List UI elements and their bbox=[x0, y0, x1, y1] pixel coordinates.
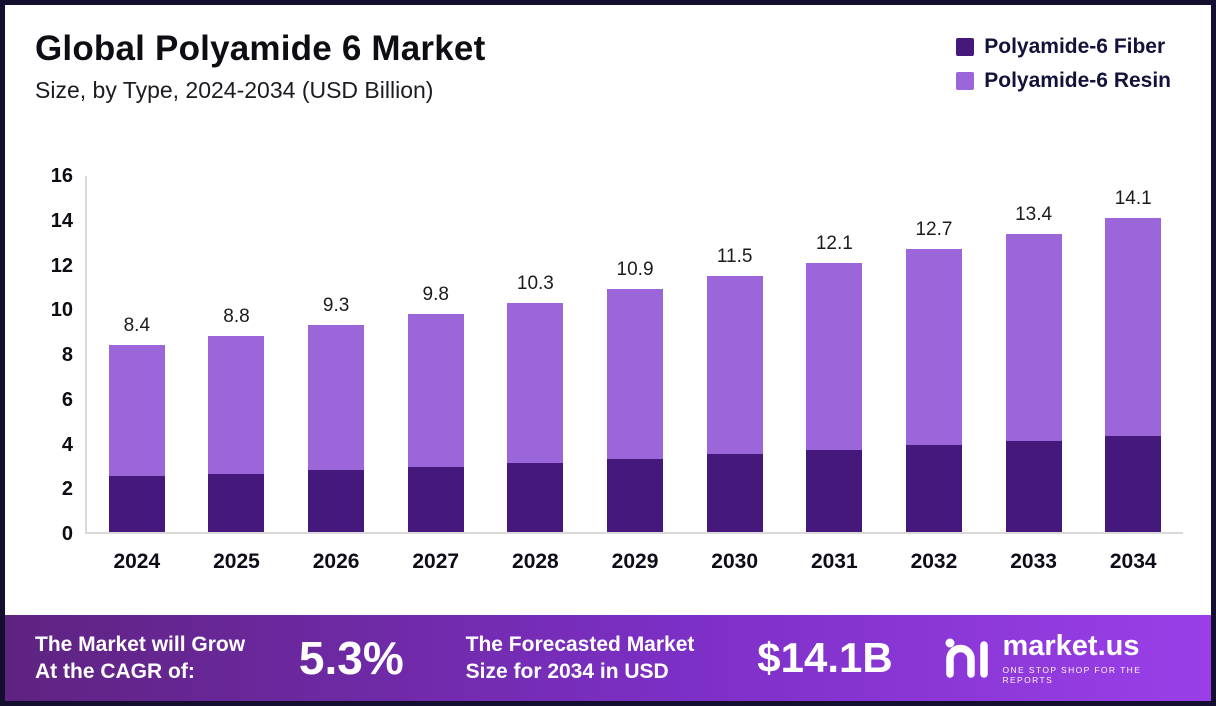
bar-segment-fiber bbox=[607, 458, 664, 532]
y-tick-label: 2 bbox=[61, 478, 73, 501]
x-tick-label: 2025 bbox=[213, 550, 260, 573]
bar-segment-fiber bbox=[1105, 436, 1162, 532]
brand-name: market.us bbox=[1002, 629, 1140, 662]
legend-label: Polyamide-6 Fiber bbox=[984, 35, 1166, 58]
bar-total-label: 8.8 bbox=[223, 306, 250, 328]
bar-segment-resin bbox=[407, 313, 464, 468]
x-tick-label: 2027 bbox=[412, 550, 460, 573]
x-axis: 2024 2025 2026 2027 2028 2029 2030 2031 2032 2033… bbox=[85, 550, 1183, 574]
bar-total-label: 14.1 bbox=[1114, 188, 1152, 210]
bar-segment-resin bbox=[108, 345, 165, 477]
bar-group: 8.4 bbox=[87, 176, 187, 532]
bar-segment-fiber bbox=[308, 469, 365, 532]
bar-total-label: 10.3 bbox=[516, 272, 554, 294]
bar-group: 14.1 bbox=[1083, 176, 1183, 532]
y-tick-label: 4 bbox=[61, 433, 73, 456]
bar-total-label: 8.4 bbox=[123, 315, 151, 337]
y-tick-label: 16 bbox=[50, 165, 73, 187]
chart: 0 2 4 6 8 10 12 14 16 8.4 8.8 9.3 9.8 10.3 10.9 11.5 12… bbox=[5, 104, 1211, 615]
x-tick-label: 2034 bbox=[1109, 550, 1157, 573]
bars: 8.4 8.8 9.3 9.8 10.3 10.9 11.5 12.1 12.7 13.4 14.1 bbox=[87, 176, 1183, 532]
brand-tagline: One Stop Shop for the Reports bbox=[1002, 664, 1142, 685]
x-tick-label: 2029 bbox=[611, 550, 659, 573]
bar-segment-fiber bbox=[407, 467, 464, 532]
header: Global Polyamide 6 Market Size, by Type,… bbox=[5, 5, 1211, 104]
bar-total-label: 12.1 bbox=[815, 232, 853, 254]
plot-area: 8.4 8.8 9.3 9.8 10.3 10.9 11.5 12.1 12.7 13.4 14.1 bbox=[85, 176, 1183, 534]
bar-group: 12.1 bbox=[784, 176, 884, 532]
brand: market.us One Stop Shop for the Reports bbox=[942, 629, 1177, 685]
bar-group: 10.9 bbox=[585, 176, 685, 532]
bar-segment-fiber bbox=[108, 476, 165, 532]
title-block: Global Polyamide 6 Market Size, by Type,… bbox=[35, 29, 485, 104]
bar-group: 13.4 bbox=[984, 176, 1084, 532]
page-title: Global Polyamide 6 Market bbox=[35, 29, 486, 68]
forecast-label: The Forecasted Market Size for 2034 in U… bbox=[465, 632, 695, 683]
bar-segment-resin bbox=[806, 262, 863, 450]
bar-segment-resin bbox=[1005, 233, 1062, 441]
x-tick-label: 2031 bbox=[810, 550, 858, 573]
bar-segment-resin bbox=[308, 325, 365, 470]
x-tick-label: 2030 bbox=[711, 550, 759, 573]
legend-item: Polyamide-6 Fiber bbox=[956, 35, 1171, 59]
legend-item: Polyamide-6 Resin bbox=[956, 69, 1171, 93]
bar-segment-resin bbox=[208, 336, 265, 475]
y-axis: 0 2 4 6 8 10 12 14 16 bbox=[35, 166, 85, 544]
bar-segment-resin bbox=[905, 249, 962, 446]
bar-segment-fiber bbox=[706, 454, 763, 532]
y-tick-label: 12 bbox=[50, 254, 73, 277]
y-tick-label: 6 bbox=[61, 388, 73, 411]
bar-segment-fiber bbox=[905, 445, 962, 532]
y-tick-label: 0 bbox=[61, 523, 73, 545]
x-tick-label: 2033 bbox=[1010, 550, 1057, 573]
bar-group: 9.3 bbox=[286, 176, 386, 532]
y-tick-label: 14 bbox=[50, 209, 73, 232]
bar-segment-resin bbox=[607, 289, 664, 459]
brand-text: market.us One Stop Shop for the Reports bbox=[1002, 629, 1177, 685]
bar-group: 12.7 bbox=[884, 176, 984, 532]
bar-total-label: 13.4 bbox=[1015, 203, 1053, 225]
page-subtitle: Size, by Type, 2024-2034 (USD Billion) bbox=[35, 77, 434, 103]
forecast-value: $14.1B bbox=[757, 634, 893, 681]
bar-total-label: 11.5 bbox=[716, 246, 753, 268]
legend-swatch-icon bbox=[956, 72, 975, 90]
bar-total-label: 12.7 bbox=[915, 219, 953, 241]
bar-segment-resin bbox=[706, 276, 763, 455]
legend-swatch-icon bbox=[956, 38, 975, 56]
bar-group: 8.8 bbox=[187, 176, 287, 532]
market-us-logo bbox=[942, 634, 992, 683]
bar-segment-fiber bbox=[1005, 440, 1062, 532]
bar-total-label: 9.8 bbox=[422, 283, 449, 305]
y-tick-label: 10 bbox=[50, 299, 73, 322]
bar-group: 10.3 bbox=[486, 176, 586, 532]
cagr-value: 5.3% bbox=[298, 632, 404, 684]
x-tick-label: 2024 bbox=[113, 550, 161, 573]
bar-segment-fiber bbox=[806, 449, 863, 532]
bar-segment-resin bbox=[1105, 218, 1162, 437]
bar-group: 9.8 bbox=[386, 176, 486, 532]
cagr-label: The Market will Grow At the CAGR of: bbox=[35, 632, 246, 683]
x-tick-label: 2028 bbox=[512, 550, 559, 573]
x-tick-label: 2032 bbox=[910, 550, 958, 573]
bar-total-label: 9.3 bbox=[322, 295, 350, 317]
bar-group: 11.5 bbox=[685, 176, 785, 532]
legend-label: Polyamide-6 Resin bbox=[984, 69, 1171, 92]
bar-segment-fiber bbox=[208, 474, 265, 532]
bar-total-label: 10.9 bbox=[616, 259, 654, 281]
y-tick-label: 8 bbox=[61, 344, 73, 366]
bar-segment-fiber bbox=[507, 463, 564, 532]
chart-body: 0 2 4 6 8 10 12 14 16 8.4 8.8 9.3 9.8 10.3 10.9 11.5 12… bbox=[35, 166, 1183, 544]
footer-banner: The Market will Grow At the CAGR of: 5.3… bbox=[5, 615, 1211, 701]
legend: Polyamide-6 Fiber Polyamide-6 Resin bbox=[956, 35, 1171, 93]
x-tick-label: 2026 bbox=[312, 550, 360, 573]
bar-segment-resin bbox=[507, 302, 564, 464]
